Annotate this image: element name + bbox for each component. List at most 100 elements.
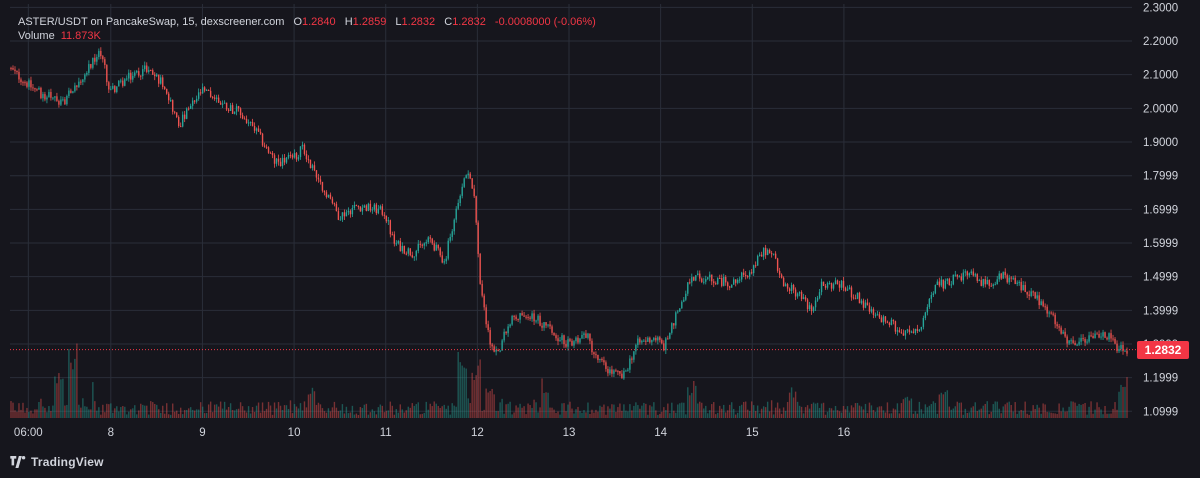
volume-bar <box>16 411 18 418</box>
volume-bar <box>104 412 106 418</box>
candle-body <box>782 277 785 287</box>
candle-body <box>655 337 657 341</box>
candle-body <box>633 351 635 360</box>
candle-body <box>231 105 234 114</box>
volume-bar <box>740 404 743 418</box>
volume-bar <box>1028 414 1030 418</box>
candle-body <box>910 331 913 333</box>
candle-body <box>796 293 799 297</box>
candle-body <box>158 74 160 84</box>
volume-bar <box>960 402 962 418</box>
volume-bar <box>1094 409 1096 418</box>
volume-bar <box>62 378 64 418</box>
volume-bar <box>349 412 352 418</box>
candle-body <box>754 265 757 267</box>
candle-body <box>956 274 959 277</box>
brand-name: TradingView <box>31 455 104 469</box>
volume-bar <box>748 411 751 418</box>
candle-body <box>283 157 286 163</box>
volume-bar <box>667 403 669 418</box>
candle-body <box>181 114 184 127</box>
volume-bar <box>413 405 415 418</box>
candle-body <box>461 186 463 196</box>
volume-bar <box>1022 410 1024 418</box>
volume-bar <box>128 411 130 418</box>
candle-body <box>335 203 338 212</box>
volume-bar <box>463 367 465 418</box>
volume-bar <box>1126 377 1128 418</box>
candle-body <box>838 284 841 288</box>
volume-bar <box>599 405 601 418</box>
candle-body <box>1054 314 1056 325</box>
volume-bar <box>30 410 32 418</box>
candle-body <box>114 86 116 93</box>
candle-body <box>1004 271 1006 276</box>
candle-body <box>894 321 897 332</box>
candle-body <box>156 74 158 77</box>
volume-bar <box>750 401 753 418</box>
volume-bar <box>14 410 16 418</box>
volume-bar <box>22 402 24 418</box>
volume-bar <box>713 402 715 418</box>
volume-bar <box>102 404 104 418</box>
volume-bar <box>882 410 885 418</box>
volume-bar <box>501 398 503 418</box>
volume-bar <box>233 410 236 418</box>
volume-bar <box>1086 414 1088 418</box>
volume-bar <box>547 392 549 418</box>
volume-bar <box>659 413 661 418</box>
candle-body <box>1120 345 1122 349</box>
price-tick-label: 1.0999 <box>1143 406 1178 418</box>
candle-body <box>68 90 70 96</box>
volume-bar <box>140 403 142 418</box>
candle-body <box>729 286 731 288</box>
price-tick-label: 1.4999 <box>1143 272 1178 284</box>
candle-body <box>547 324 549 326</box>
volume-bar <box>838 411 841 418</box>
volume-bar <box>529 405 531 418</box>
time-tick-label: 06:00 <box>14 427 43 439</box>
volume-bar <box>70 362 72 418</box>
volume-label[interactable]: Volume <box>18 30 55 42</box>
volume-bar <box>535 402 537 418</box>
volume-bar <box>421 413 423 418</box>
candle-body <box>727 282 729 287</box>
volume-bar <box>183 410 186 418</box>
candle-body <box>904 330 907 336</box>
volume-bar <box>828 407 831 418</box>
volume-bar <box>150 401 152 418</box>
volume-bar <box>561 403 563 418</box>
candle-body <box>623 370 625 379</box>
volume-bar <box>269 405 272 418</box>
candle-body <box>1006 275 1008 283</box>
volume-bar <box>361 408 364 418</box>
candle-body <box>994 284 996 286</box>
volume-bar <box>395 409 398 418</box>
symbol-title[interactable]: ASTER/USDT on PancakeSwap, 15, dexscreen… <box>18 16 285 28</box>
candle-body <box>844 287 847 291</box>
candle-body <box>830 283 833 289</box>
volume-bar <box>898 413 901 418</box>
price-tick-label: 1.9000 <box>1143 137 1178 149</box>
candle-body <box>76 85 78 87</box>
volume-bar <box>239 402 242 418</box>
volume-bar <box>283 405 286 418</box>
candle-body <box>862 300 865 308</box>
time-tick-label: 13 <box>563 427 576 439</box>
candle-body <box>585 333 587 338</box>
volume-bar <box>359 406 362 418</box>
volume-bar <box>397 412 400 418</box>
volume-bar <box>1036 404 1038 418</box>
volume-bars <box>10 343 1128 418</box>
volume-bar <box>782 407 785 418</box>
volume-bar <box>964 408 966 418</box>
candle-body <box>511 316 513 325</box>
volume-bar <box>331 407 334 418</box>
volume-bar <box>661 411 663 418</box>
volume-bar <box>1104 405 1106 418</box>
volume-bar <box>970 407 972 418</box>
volume-bar <box>497 411 499 418</box>
volume-bar <box>136 414 138 418</box>
brand-footer[interactable]: TradingView <box>10 452 104 472</box>
